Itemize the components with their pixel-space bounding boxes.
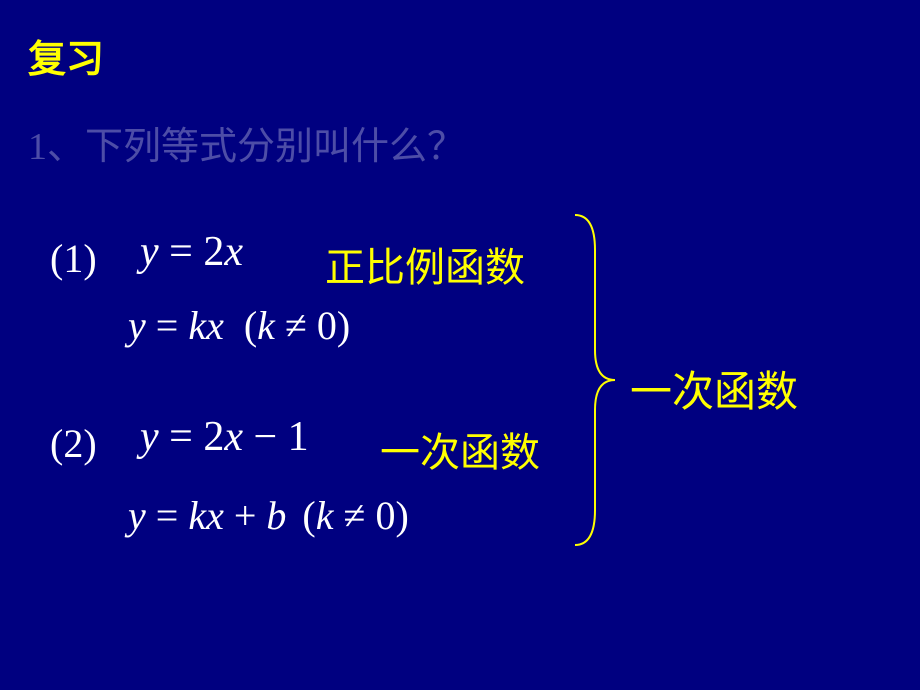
item1-type-label: 正比例函数 xyxy=(325,235,525,293)
item1-equation: y = 2x xyxy=(140,228,243,276)
page-title: 复习 xyxy=(28,28,104,83)
item1-index: (1) xyxy=(50,235,97,282)
item2-type-label: 一次函数 xyxy=(380,420,540,478)
group-label: 一次函数 xyxy=(630,358,798,419)
item2-general-form: y = kx + b (k ≠ 0) xyxy=(128,492,409,539)
item1-general-form: y = kx (k ≠ 0) xyxy=(128,302,350,349)
group-brace xyxy=(560,210,620,550)
item2-equation: y = 2x − 1 xyxy=(140,413,309,461)
item2-index: (2) xyxy=(50,420,97,467)
question-text: 1、下列等式分别叫什么？ xyxy=(28,115,465,170)
